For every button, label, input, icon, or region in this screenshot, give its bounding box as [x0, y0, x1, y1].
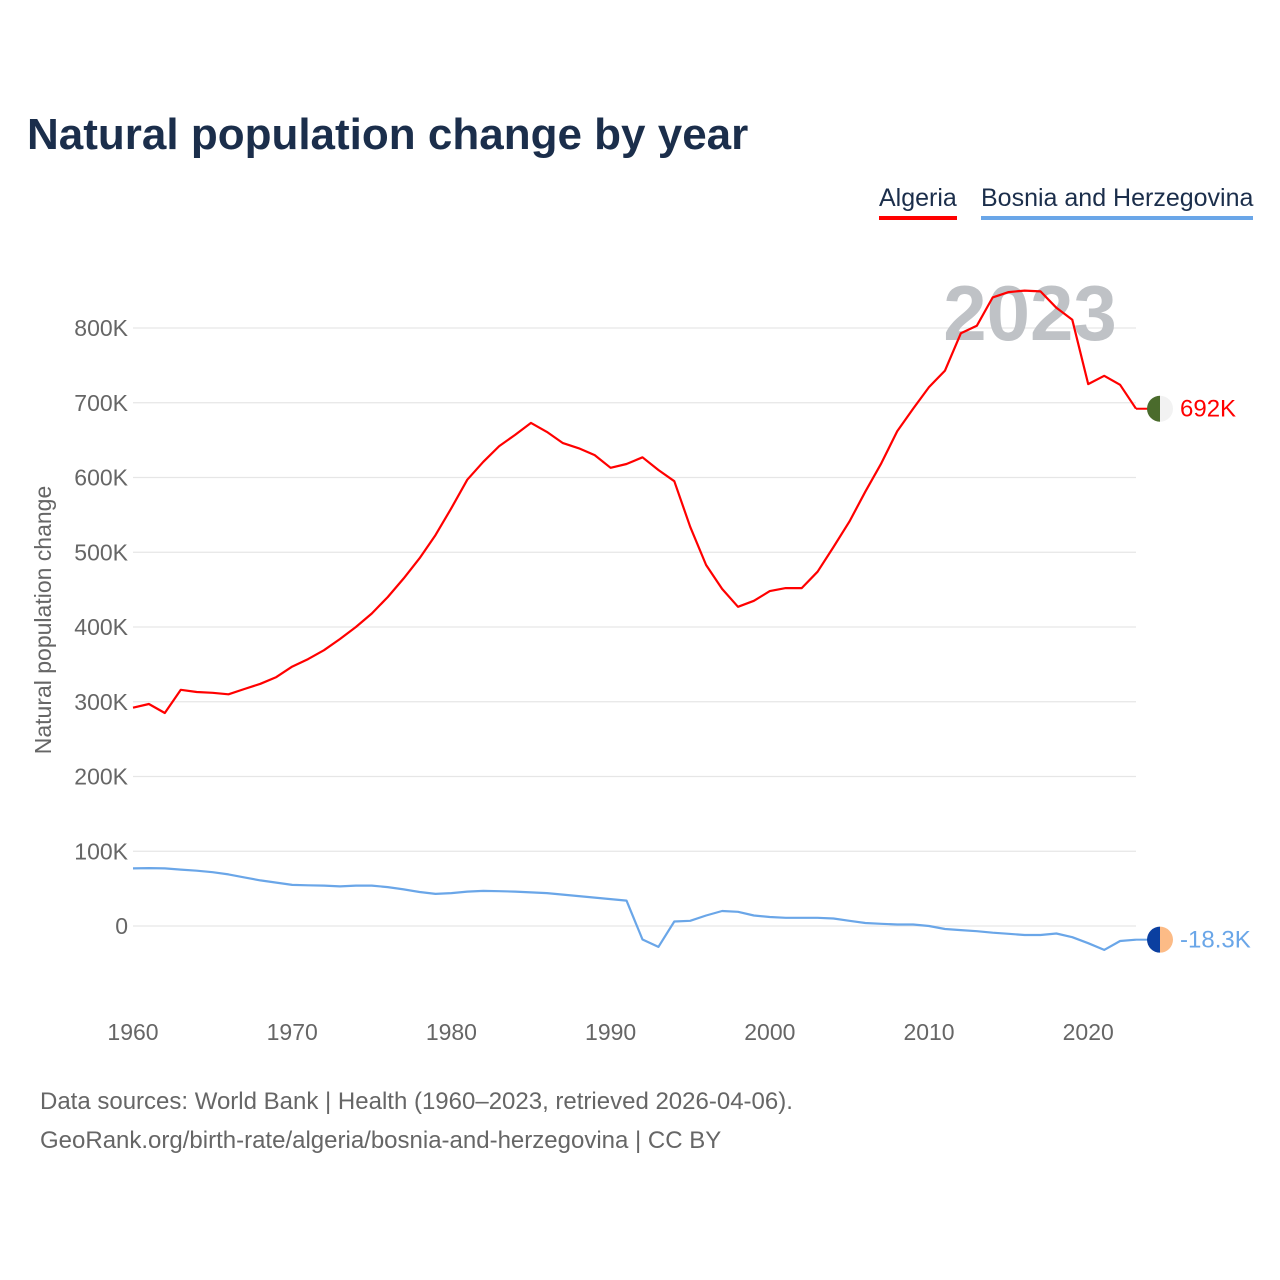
x-tick-label: 2010 — [903, 1019, 954, 1045]
y-tick-label: 300K — [74, 689, 128, 715]
y-tick-label: 100K — [74, 838, 128, 864]
flag-icon — [1147, 926, 1160, 953]
footer-link[interactable]: GeoRank.org/birth-rate/algeria/bosnia-an… — [40, 1127, 722, 1154]
chart-title: Natural population change by year — [27, 110, 749, 159]
x-tick-label: 1980 — [426, 1019, 477, 1045]
x-tick-label: 1970 — [267, 1019, 318, 1045]
x-tick-label: 2020 — [1063, 1019, 1114, 1045]
series-line-bosnia — [132, 866, 1137, 952]
series-line-algeria — [132, 289, 1137, 715]
flag-icon — [1160, 395, 1173, 422]
y-tick-label: 600K — [74, 465, 128, 491]
y-tick-label: 0 — [115, 913, 128, 939]
y-tick-label: 200K — [74, 764, 128, 790]
y-tick-label: 500K — [74, 539, 128, 565]
y-tick-label: 400K — [74, 614, 128, 640]
x-tick-label: 2000 — [744, 1019, 795, 1045]
end-value-label: 692K — [1180, 396, 1236, 423]
legend-item-bosnia[interactable]: Bosnia and Herzegovina — [981, 184, 1254, 220]
y-tick-label: 800K — [74, 315, 128, 341]
x-tick-label: 1960 — [107, 1019, 158, 1045]
flag-icon — [1147, 395, 1160, 422]
y-axis-label: Natural population change — [30, 486, 56, 755]
year-watermark: 2023 — [943, 269, 1117, 357]
legend-item-algeria[interactable]: Algeria — [879, 184, 957, 220]
footer-sources: Data sources: World Bank | Health (1960–… — [40, 1088, 793, 1115]
y-tick-label: 700K — [74, 390, 128, 416]
x-tick-label: 1990 — [585, 1019, 636, 1045]
end-value-label: -18.3K — [1180, 927, 1251, 954]
flag-icon — [1160, 926, 1173, 953]
